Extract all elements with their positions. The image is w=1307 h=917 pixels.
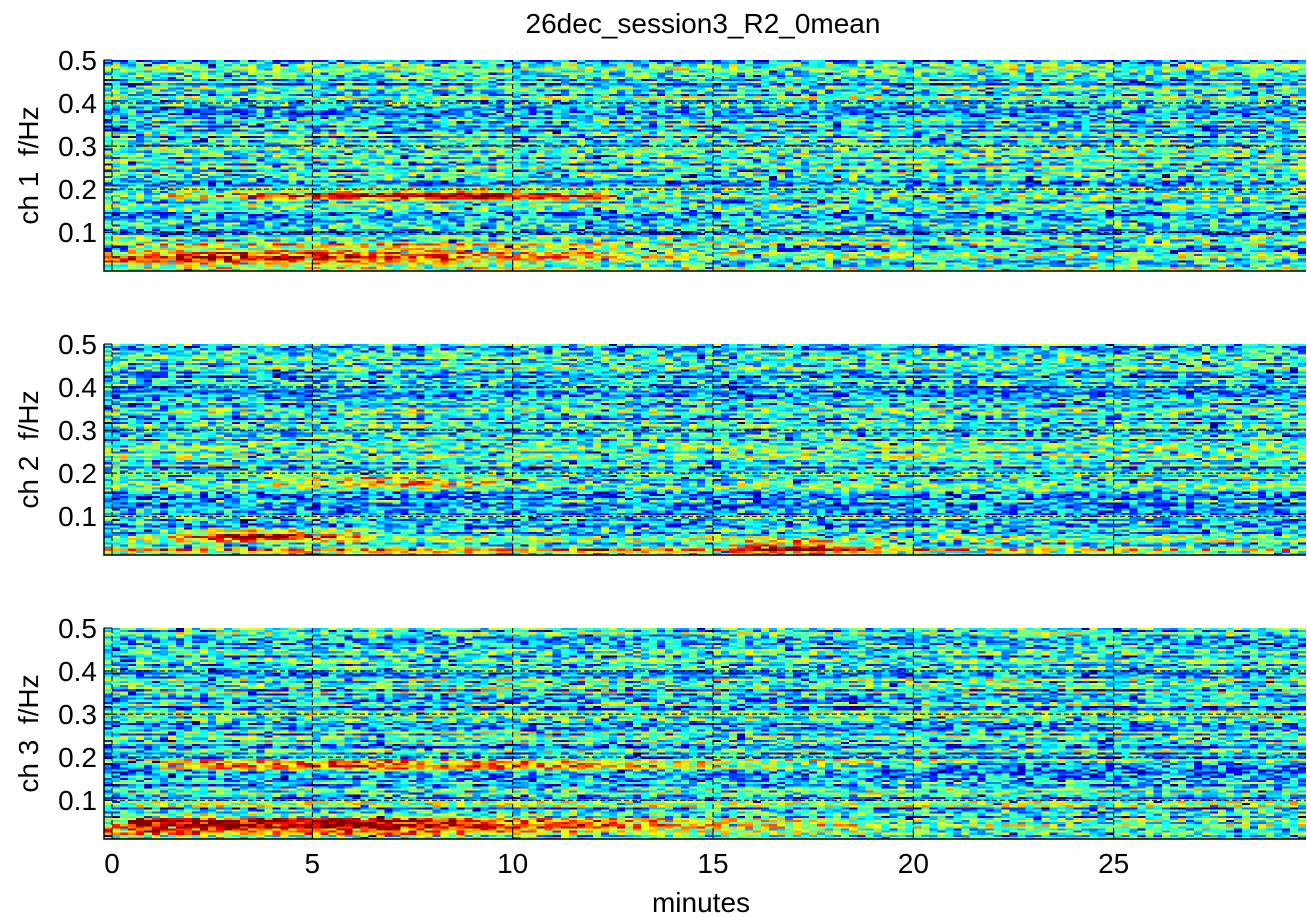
y-axis-label: ch 1 f/Hz	[13, 106, 44, 224]
y-tick-label: 0.1	[58, 785, 97, 816]
x-tick-label: 0	[104, 848, 120, 879]
panel-3: 0.1 0.2 0.3 0.4 0.5 ch 3 f/Hz 0 5 10 15 20 25	[13, 613, 1306, 879]
spectrogram-heatmap	[104, 344, 1306, 555]
y-tick-label: 0.5	[58, 45, 97, 76]
y-axis-label: ch 3 f/Hz	[13, 674, 44, 792]
x-tick-label: 15	[697, 848, 728, 879]
y-tick-label: 0.5	[58, 613, 97, 644]
y-tick-label: 0.4	[58, 88, 97, 119]
y-axis-label: ch 2 f/Hz	[13, 390, 44, 508]
chart-title: 26dec_session3_R2_0mean	[526, 8, 881, 39]
y-tick-label: 0.3	[58, 415, 97, 446]
axes-frame	[103, 628, 1306, 840]
spectrogram-heatmap	[104, 628, 1306, 839]
panels-group: 0.1 0.2 0.3 0.4 0.5 ch 1 f/Hz 0.1 0.2 0.3 0.4 0.5 c…	[13, 45, 1306, 879]
y-tick-label: 0.3	[58, 131, 97, 162]
y-tick-label: 0.5	[58, 329, 97, 360]
spectrogram-heatmap	[104, 60, 1306, 271]
x-tick-label: 20	[898, 848, 929, 879]
x-tick-label: 10	[497, 848, 528, 879]
y-tick-label: 0.1	[58, 501, 97, 532]
y-tick-label: 0.2	[58, 742, 97, 773]
y-tick-label: 0.3	[58, 699, 97, 730]
panel-1: 0.1 0.2 0.3 0.4 0.5 ch 1 f/Hz	[13, 45, 1306, 272]
x-axis-label: minutes	[652, 887, 750, 917]
y-tick-label: 0.4	[58, 372, 97, 403]
y-tick-label: 0.1	[58, 217, 97, 248]
y-tick-label: 0.4	[58, 656, 97, 687]
x-tick-label: 5	[305, 848, 321, 879]
axes-frame	[103, 60, 1306, 272]
y-tick-label: 0.2	[58, 458, 97, 489]
axes-frame	[103, 344, 1306, 556]
x-tick-label: 25	[1098, 848, 1129, 879]
panel-2: 0.1 0.2 0.3 0.4 0.5 ch 2 f/Hz	[13, 329, 1306, 556]
y-tick-label: 0.2	[58, 174, 97, 205]
